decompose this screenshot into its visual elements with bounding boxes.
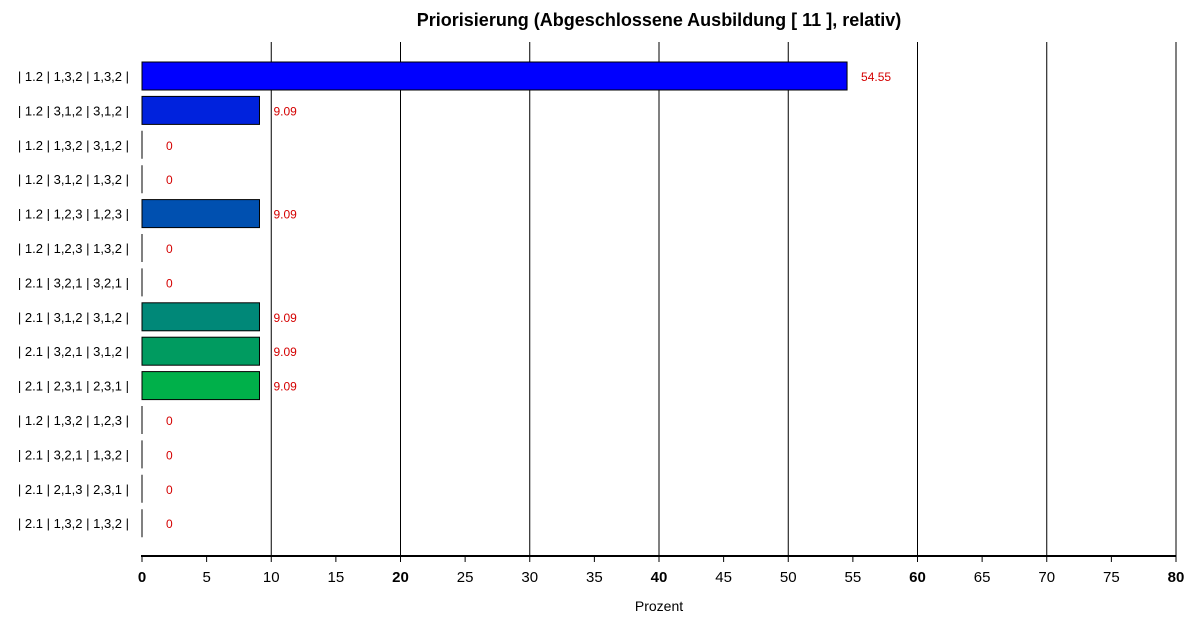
bar — [141, 61, 848, 91]
x-tick-label: 25 — [457, 569, 474, 586]
value-label: 9.09 — [273, 104, 297, 118]
category-label: | 2.1 | 3,2,1 | 3,1,2 | — [18, 344, 129, 359]
x-tick-label: 65 — [974, 569, 991, 586]
value-label: 0 — [166, 448, 173, 462]
value-label: 0 — [166, 276, 173, 290]
category-label: | 1.2 | 1,2,3 | 1,2,3 | — [18, 207, 129, 222]
value-label: 9.09 — [273, 208, 297, 222]
x-tick-label: 75 — [1103, 569, 1120, 586]
x-tick-label: 40 — [651, 569, 668, 586]
value-label: 0 — [166, 483, 173, 497]
x-tick-label: 20 — [392, 569, 409, 586]
x-tick-label: 35 — [586, 569, 603, 586]
x-tick-label: 5 — [202, 569, 210, 586]
bar — [141, 371, 260, 401]
category-label: | 2.1 | 3,1,2 | 3,1,2 | — [18, 310, 129, 325]
category-label: | 2.1 | 1,3,2 | 1,3,2 | — [18, 516, 129, 531]
bar — [141, 199, 260, 229]
category-label: | 1.2 | 3,1,2 | 3,1,2 | — [18, 103, 129, 118]
x-tick-label: 70 — [1038, 569, 1055, 586]
value-label: 9.09 — [273, 380, 297, 394]
value-label: 0 — [166, 414, 173, 428]
x-tick-label: 55 — [845, 569, 862, 586]
value-label: 0 — [166, 517, 173, 531]
category-label: | 2.1 | 2,3,1 | 2,3,1 | — [18, 379, 129, 394]
bar — [141, 302, 260, 332]
bar — [141, 95, 260, 125]
x-tick-label: 10 — [263, 569, 280, 586]
x-tick-label: 60 — [909, 569, 926, 586]
value-label: 0 — [166, 139, 173, 153]
category-label: | 2.1 | 2,1,3 | 2,3,1 | — [18, 482, 129, 497]
value-label: 9.09 — [273, 311, 297, 325]
value-label: 0 — [166, 242, 173, 256]
x-axis-title: Prozent — [635, 598, 683, 614]
x-tick-label: 15 — [328, 569, 345, 586]
category-label: | 1.2 | 1,3,2 | 3,1,2 | — [18, 138, 129, 153]
category-label: | 1.2 | 1,2,3 | 1,3,2 | — [18, 241, 129, 256]
x-tick-label: 50 — [780, 569, 797, 586]
category-label: | 1.2 | 3,1,2 | 1,3,2 | — [18, 172, 129, 187]
category-label: | 2.1 | 3,2,1 | 3,2,1 | — [18, 275, 129, 290]
bar — [141, 336, 260, 366]
value-label: 54.55 — [861, 70, 891, 84]
x-tick-label: 30 — [521, 569, 538, 586]
value-label: 0 — [166, 173, 173, 187]
x-tick-label: 45 — [715, 569, 732, 586]
chart-title: Priorisierung (Abgeschlossene Ausbildung… — [416, 10, 902, 30]
category-label: | 2.1 | 3,2,1 | 1,3,2 | — [18, 447, 129, 462]
x-tick-label: 0 — [138, 569, 146, 586]
value-label: 9.09 — [273, 345, 297, 359]
x-tick-label: 80 — [1168, 569, 1185, 586]
category-label: | 1.2 | 1,3,2 | 1,3,2 | — [18, 69, 129, 84]
category-label: | 1.2 | 1,3,2 | 1,2,3 | — [18, 413, 129, 428]
